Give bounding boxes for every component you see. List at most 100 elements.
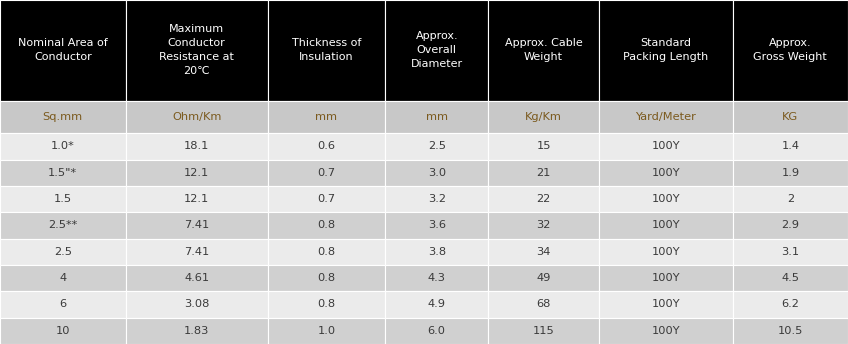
- Text: 1.83: 1.83: [184, 326, 209, 336]
- Bar: [733, 0, 848, 101]
- Text: 100Y: 100Y: [651, 247, 680, 257]
- Text: Yard/Meter: Yard/Meter: [635, 112, 696, 122]
- Text: Kg/Km: Kg/Km: [525, 112, 562, 122]
- Text: Approx. Cable
Weight: Approx. Cable Weight: [505, 39, 583, 63]
- Bar: [268, 133, 385, 160]
- Bar: [268, 239, 385, 265]
- Text: 100Y: 100Y: [651, 141, 680, 151]
- Text: 32: 32: [537, 221, 550, 230]
- Bar: [126, 0, 268, 101]
- Bar: [268, 101, 385, 133]
- Text: 4.3: 4.3: [427, 273, 446, 283]
- Bar: [126, 186, 268, 212]
- Text: 49: 49: [537, 273, 550, 283]
- Bar: [0, 239, 126, 265]
- Text: 100Y: 100Y: [651, 168, 680, 178]
- Bar: [599, 239, 733, 265]
- Bar: [0, 133, 126, 160]
- Bar: [0, 291, 126, 318]
- Text: 34: 34: [537, 247, 550, 257]
- Text: 2.5: 2.5: [427, 141, 446, 151]
- Text: 7.41: 7.41: [184, 247, 209, 257]
- Text: Thickness of
Insulation: Thickness of Insulation: [292, 39, 361, 63]
- Bar: [599, 160, 733, 186]
- Bar: [385, 291, 488, 318]
- Bar: [488, 0, 599, 101]
- Bar: [488, 291, 599, 318]
- Bar: [268, 160, 385, 186]
- Text: 1.5: 1.5: [53, 194, 72, 204]
- Bar: [126, 318, 268, 344]
- Text: 0.7: 0.7: [317, 194, 336, 204]
- Bar: [268, 212, 385, 239]
- Text: 1.0*: 1.0*: [51, 141, 75, 151]
- Bar: [733, 101, 848, 133]
- Text: 3.08: 3.08: [184, 300, 209, 310]
- Bar: [733, 265, 848, 291]
- Bar: [0, 186, 126, 212]
- Text: 6: 6: [59, 300, 66, 310]
- Text: 0.8: 0.8: [317, 273, 336, 283]
- Text: 4: 4: [59, 273, 66, 283]
- Text: 4.5: 4.5: [781, 273, 800, 283]
- Bar: [0, 212, 126, 239]
- Text: Ohm/Km: Ohm/Km: [172, 112, 221, 122]
- Bar: [385, 101, 488, 133]
- Text: Nominal Area of
Conductor: Nominal Area of Conductor: [18, 39, 108, 63]
- Text: 4.9: 4.9: [427, 300, 446, 310]
- Bar: [488, 186, 599, 212]
- Text: 100Y: 100Y: [651, 273, 680, 283]
- Text: mm: mm: [315, 112, 338, 122]
- Bar: [733, 186, 848, 212]
- Text: 6.0: 6.0: [427, 326, 446, 336]
- Text: 6.2: 6.2: [781, 300, 800, 310]
- Bar: [126, 212, 268, 239]
- Bar: [268, 0, 385, 101]
- Text: 1.9: 1.9: [781, 168, 800, 178]
- Bar: [488, 160, 599, 186]
- Text: 10.5: 10.5: [778, 326, 803, 336]
- Text: 115: 115: [533, 326, 555, 336]
- Bar: [385, 239, 488, 265]
- Text: 1.4: 1.4: [781, 141, 800, 151]
- Text: 2.5**: 2.5**: [48, 221, 77, 230]
- Text: 12.1: 12.1: [184, 168, 209, 178]
- Bar: [0, 318, 126, 344]
- Text: 100Y: 100Y: [651, 221, 680, 230]
- Bar: [385, 318, 488, 344]
- Text: Standard
Packing Length: Standard Packing Length: [623, 39, 708, 63]
- Bar: [599, 265, 733, 291]
- Bar: [126, 160, 268, 186]
- Bar: [385, 265, 488, 291]
- Text: 3.1: 3.1: [781, 247, 800, 257]
- Bar: [488, 133, 599, 160]
- Text: 0.8: 0.8: [317, 247, 336, 257]
- Text: 100Y: 100Y: [651, 326, 680, 336]
- Bar: [599, 186, 733, 212]
- Text: Approx.
Overall
Diameter: Approx. Overall Diameter: [410, 32, 463, 69]
- Bar: [268, 265, 385, 291]
- Bar: [385, 186, 488, 212]
- Text: 0.8: 0.8: [317, 300, 336, 310]
- Text: 4.61: 4.61: [184, 273, 209, 283]
- Text: 15: 15: [536, 141, 551, 151]
- Bar: [488, 265, 599, 291]
- Text: 10: 10: [55, 326, 70, 336]
- Text: 2: 2: [787, 194, 794, 204]
- Bar: [733, 318, 848, 344]
- Bar: [599, 101, 733, 133]
- Text: 12.1: 12.1: [184, 194, 209, 204]
- Text: 1.0: 1.0: [317, 326, 336, 336]
- Bar: [599, 0, 733, 101]
- Bar: [126, 239, 268, 265]
- Bar: [488, 239, 599, 265]
- Bar: [268, 291, 385, 318]
- Text: 18.1: 18.1: [184, 141, 209, 151]
- Text: 100Y: 100Y: [651, 300, 680, 310]
- Text: 1.5"*: 1.5"*: [48, 168, 77, 178]
- Text: 3.8: 3.8: [427, 247, 446, 257]
- Text: Maximum
Conductor
Resistance at
20℃: Maximum Conductor Resistance at 20℃: [159, 24, 234, 76]
- Text: KG: KG: [782, 112, 799, 122]
- Bar: [126, 291, 268, 318]
- Text: 100Y: 100Y: [651, 194, 680, 204]
